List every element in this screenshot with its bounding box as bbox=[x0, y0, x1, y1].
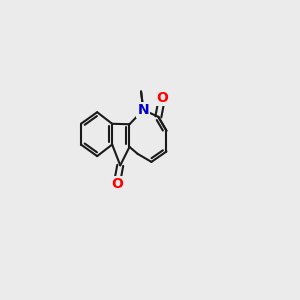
Text: O: O bbox=[111, 177, 123, 191]
Text: N: N bbox=[137, 103, 149, 117]
Text: O: O bbox=[156, 92, 168, 105]
